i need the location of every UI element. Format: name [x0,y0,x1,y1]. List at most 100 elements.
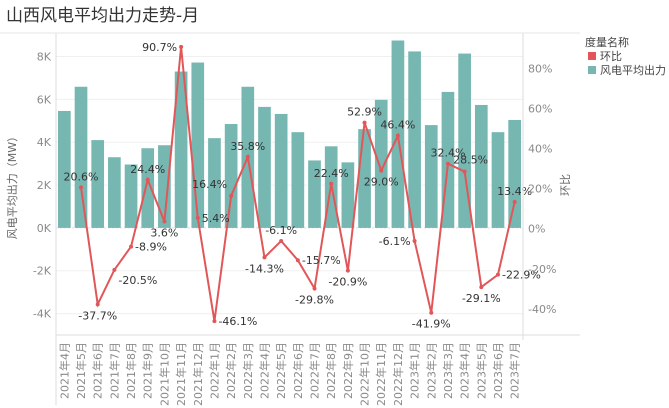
y-tick-label: 4K [37,136,52,149]
mom-data-label: -20.5% [118,274,157,287]
legend-title: 度量名称 [585,35,629,49]
x-tick-label: 2022年5月 [274,342,288,399]
bar [224,124,238,228]
x-tick-label: 2021年9月 [141,342,155,399]
mom-point [212,319,217,324]
mom-data-label: 16.4% [192,178,227,191]
mom-point [179,44,184,49]
bar [408,51,421,228]
mom-data-label: -20.9% [328,276,367,289]
mom-data-label: 5.4% [202,212,230,225]
bar [124,164,138,228]
mom-data-label: 20.6% [64,170,99,183]
y-tick-label: -2K [33,265,52,278]
x-tick-label: 2021年4月 [57,342,71,399]
mom-data-label: 46.4% [380,119,415,132]
mom-data-label: 22.4% [314,167,349,180]
mom-point [362,120,367,125]
x-tick-label: 2023年4月 [458,342,472,399]
x-tick-label: 2023年6月 [491,342,505,399]
x-tick-label: 2022年4月 [257,342,271,399]
bar [208,138,221,228]
bar [191,62,205,228]
axes: -4K-2K0K2K4K6K8K-40%-20%0%20%40%60%80%20… [0,32,580,406]
bar [341,162,355,228]
chart-title: 山西风电平均出力走势-月 [6,6,199,26]
y-tick-label: 2K [37,179,52,192]
mom-point [462,169,467,174]
y2-tick-label: 20% [528,183,552,196]
y2-tick-label: -40% [528,303,556,316]
mom-point [295,258,300,263]
x-tick-label: 2022年11月 [374,342,388,406]
legend-item-output[interactable]: 风电平均出力 [600,63,666,77]
y2-tick-label: -20% [528,263,556,276]
mom-point [329,181,334,186]
mom-data-label: 3.6% [150,226,178,239]
mom-point [112,267,117,272]
mom-point [429,310,434,315]
y2-tick-label: 60% [528,102,552,115]
x-tick-label: 2021年6月 [91,342,105,399]
mom-data-label: -8.9% [135,241,167,254]
legend-swatch-mom [588,52,596,60]
mom-point [95,302,100,307]
x-tick-label: 2023年2月 [424,342,438,399]
mom-data-label: 24.4% [130,163,165,176]
mom-data-label: 52.9% [347,106,382,119]
mom-point [395,133,400,138]
mom-data-label: -15.7% [302,254,341,267]
legend-item-mom[interactable]: 环比 [600,50,622,63]
mom-point [312,286,317,291]
y-tick-label: 0K [37,222,52,235]
bar [474,104,488,228]
mom-point [79,185,84,190]
mom-data-label: 13.4% [497,185,532,198]
bar [458,53,471,228]
y2-tick-label: 80% [528,62,552,75]
x-tick-label: 2022年3月 [241,342,255,399]
bar [308,160,321,228]
mom-data-label: -6.1% [379,235,411,248]
bar [508,119,521,228]
bar [274,113,288,228]
x-tick-label: 2023年7月 [508,342,522,399]
bar [58,110,71,228]
mom-point [445,161,450,166]
x-tick-label: 2021年5月 [74,342,88,399]
mom-point [345,268,350,273]
x-tick-label: 2022年7月 [308,342,322,399]
mom-point [129,244,134,249]
y2-tick-label: 0% [528,223,545,236]
mom-point [479,285,484,290]
mom-data-label: 35.8% [230,140,265,153]
bar [374,99,388,228]
x-tick-label: 2022年1月 [207,342,221,399]
x-tick-label: 2021年10月 [157,342,171,406]
legend-swatch-output [588,66,596,74]
legend: 度量名称 环比 风电平均出力 [585,35,666,77]
mom-data-label: -14.3% [245,262,284,275]
mom-data-label: -6.1% [265,224,297,237]
mom-data-label: -29.1% [462,292,501,305]
x-tick-label: 2022年9月 [341,342,355,399]
mom-point [512,199,517,204]
x-tick-label: 2022年8月 [324,342,338,399]
x-tick-label: 2023年5月 [474,342,488,399]
bar [424,125,438,228]
x-tick-label: 2022年2月 [224,342,238,399]
bar [291,132,305,228]
x-tick-label: 2022年6月 [291,342,305,399]
mom-point [412,238,417,243]
bar [74,86,88,228]
mom-point [245,154,250,159]
bars [58,40,521,228]
x-tick-label: 2021年11月 [174,342,188,406]
x-tick-label: 2021年12月 [191,342,205,406]
mom-data-label: -37.7% [78,309,117,322]
mom-data-label: -46.1% [218,315,257,328]
x-tick-label: 2022年10月 [358,342,372,406]
y-tick-label: 6K [37,93,52,106]
x-tick-label: 2023年3月 [441,342,455,399]
